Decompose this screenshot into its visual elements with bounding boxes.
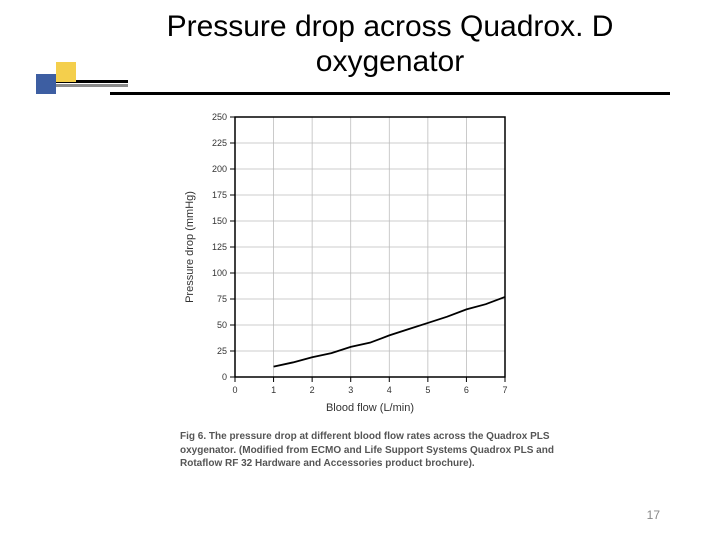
page-number: 17 <box>647 508 660 522</box>
title-line-2: oxygenator <box>110 45 670 80</box>
deco-box-blue <box>36 74 56 94</box>
svg-text:7: 7 <box>502 385 507 395</box>
title-bullet-decoration <box>36 58 94 98</box>
svg-text:150: 150 <box>212 216 227 226</box>
svg-text:Blood flow (L/min): Blood flow (L/min) <box>326 402 414 414</box>
svg-text:250: 250 <box>212 112 227 122</box>
svg-text:0: 0 <box>222 372 227 382</box>
pressure-drop-chart: 0 1 2 3 4 5 6 7 0 25 50 75 100 125 150 175 200 225 250 Bloo… <box>170 105 570 425</box>
svg-text:25: 25 <box>217 346 227 356</box>
slide-title: Pressure drop across Quadrox. D oxygenat… <box>110 10 670 79</box>
svg-text:Pressure drop (mmHg): Pressure drop (mmHg) <box>184 191 196 303</box>
title-underline <box>110 92 670 95</box>
svg-text:75: 75 <box>217 294 227 304</box>
svg-text:175: 175 <box>212 190 227 200</box>
svg-text:0: 0 <box>232 385 237 395</box>
svg-text:125: 125 <box>212 242 227 252</box>
svg-text:200: 200 <box>212 164 227 174</box>
svg-text:6: 6 <box>464 385 469 395</box>
figure-caption: Fig 6. The pressure drop at different bl… <box>180 430 570 471</box>
title-line-1: Pressure drop across Quadrox. D <box>110 10 670 45</box>
svg-text:5: 5 <box>425 385 430 395</box>
svg-text:100: 100 <box>212 268 227 278</box>
svg-text:4: 4 <box>387 385 392 395</box>
deco-line-shadow <box>48 84 128 87</box>
svg-text:3: 3 <box>348 385 353 395</box>
svg-text:2: 2 <box>310 385 315 395</box>
svg-text:225: 225 <box>212 138 227 148</box>
svg-text:50: 50 <box>217 320 227 330</box>
deco-box-yellow <box>56 62 76 82</box>
svg-text:1: 1 <box>271 385 276 395</box>
